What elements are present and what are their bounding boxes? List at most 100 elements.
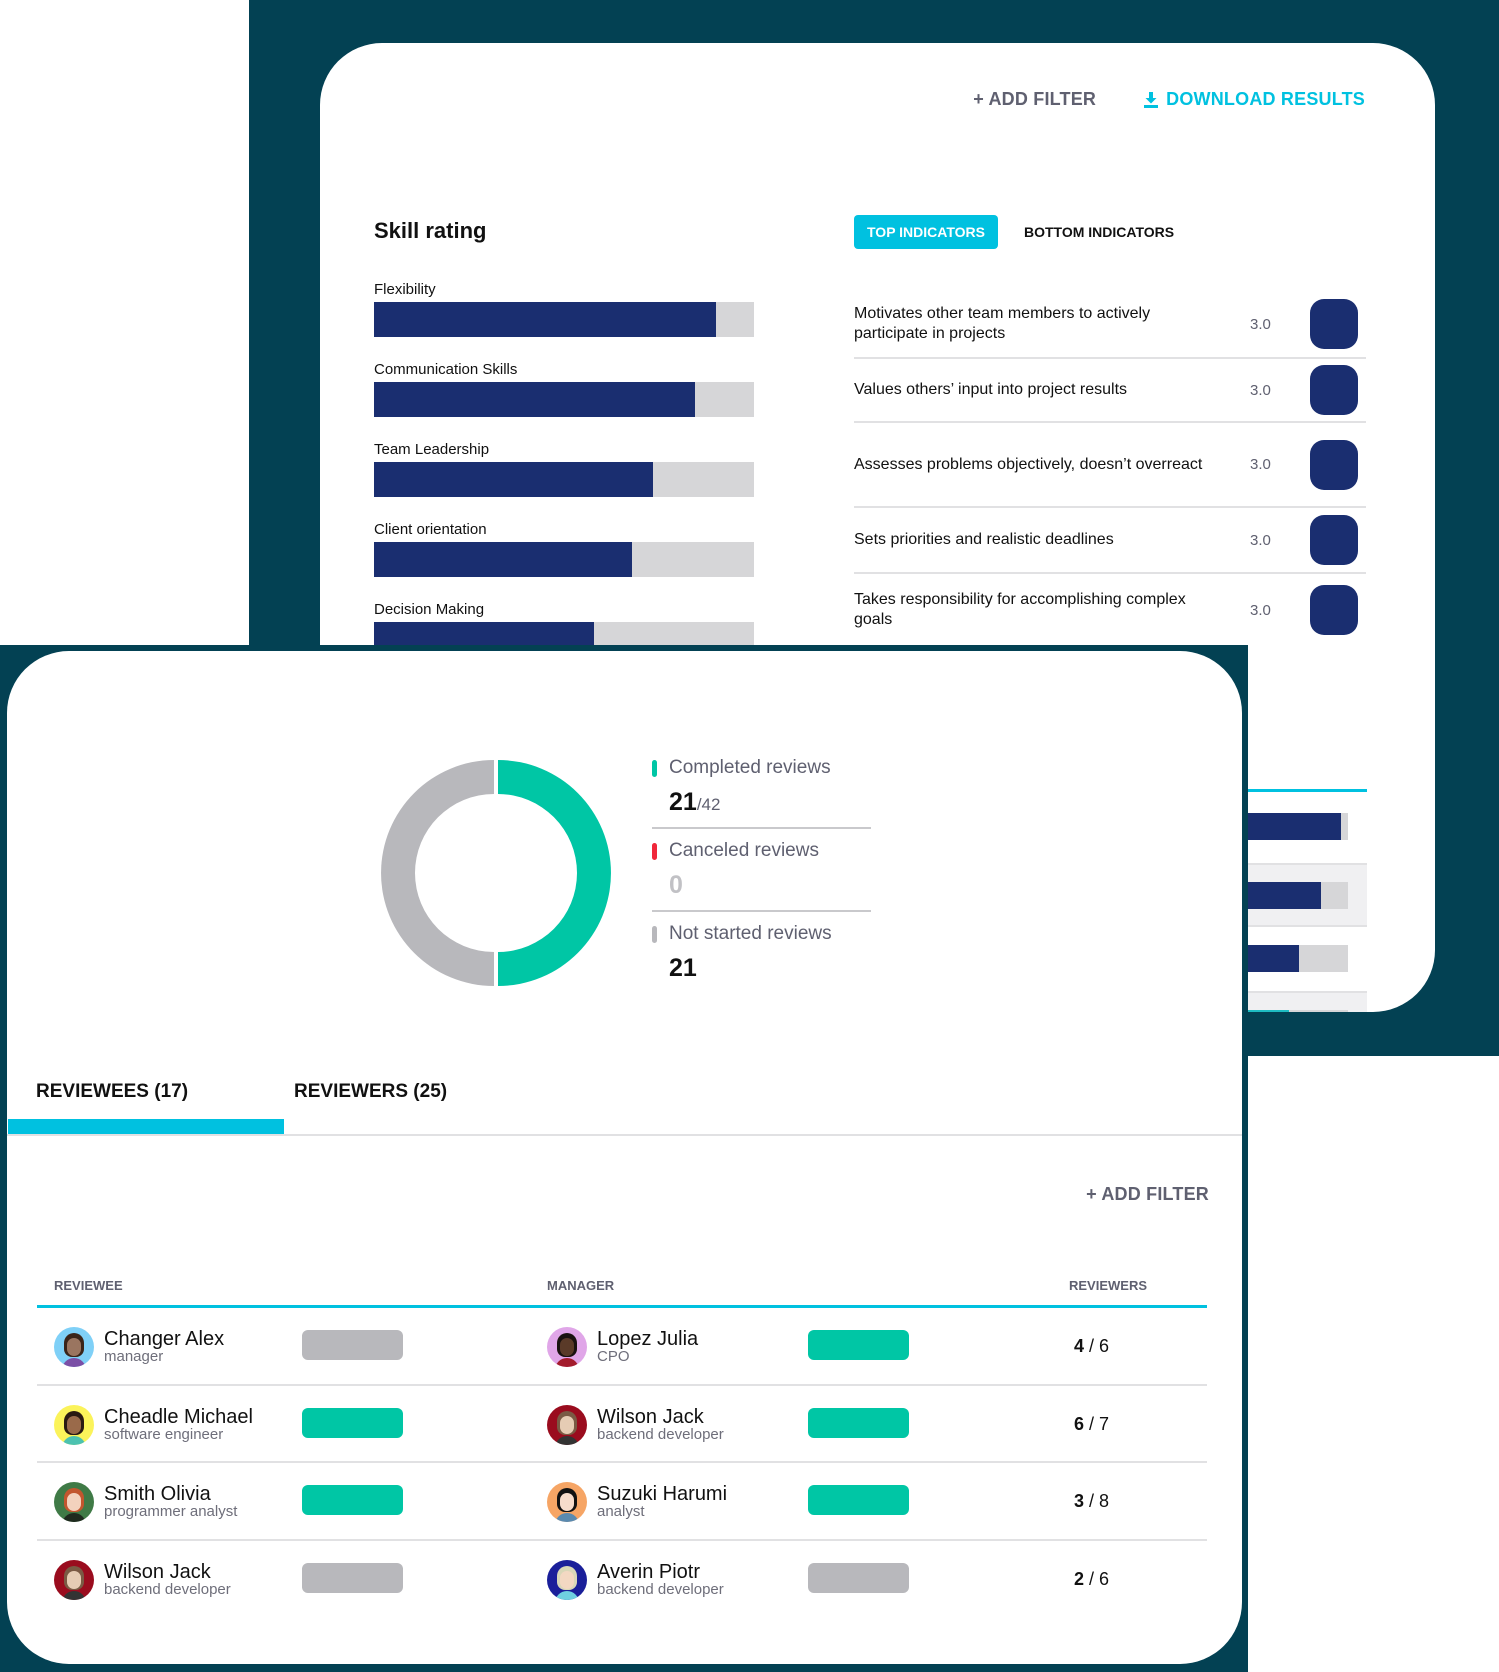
skill-rating-chart: Flexibility Communication Skills Team Le… <box>374 281 754 681</box>
indicator-row: Values others’ input into project result… <box>854 359 1366 423</box>
indicator-text: Sets priorities and realistic deadlines <box>854 531 1114 548</box>
add-filter-button[interactable]: + ADD FILTER <box>1086 1184 1209 1204</box>
indicator-text: Motivates other team members to actively… <box>854 305 1151 342</box>
table-row[interactable]: Changer Alex manager Lopez Julia CPO 4 / 6 <box>37 1308 1207 1386</box>
indicator-score: 3.0 <box>1250 315 1271 333</box>
skill-item: Flexibility <box>374 281 754 337</box>
avatar <box>54 1482 94 1522</box>
indicator-score-badge <box>1310 515 1358 565</box>
tab-reviewees[interactable]: REVIEWEES (17) <box>8 1081 284 1134</box>
avatar <box>54 1327 94 1367</box>
skill-item: Team Leadership <box>374 441 754 497</box>
reviewee-role: software engineer <box>104 1425 224 1443</box>
legend-canceled: Canceled reviews 0 <box>652 839 871 912</box>
reviewee-cell[interactable]: Cheadle Michael software engineer <box>54 1404 253 1445</box>
indicator-text: Values others’ input into project result… <box>854 381 1128 398</box>
legend-not-started: Not started reviews 21 <box>652 922 871 993</box>
manager-cell[interactable]: Lopez Julia CPO <box>547 1327 698 1367</box>
manager-role: analyst <box>597 1503 645 1520</box>
review-status-donut-chart <box>381 760 611 986</box>
manager-status-pill[interactable] <box>808 1562 909 1593</box>
indicator-row: Sets priorities and realistic deadlines … <box>854 508 1366 574</box>
skill-bar-track <box>374 302 754 337</box>
legend-marker-canceled <box>652 842 657 860</box>
avatar <box>547 1482 587 1522</box>
mini-bar-track <box>1245 1010 1348 1012</box>
tab-bottom-indicators[interactable]: BOTTOM INDICATORS <box>1023 224 1175 240</box>
skill-bar-track <box>374 382 754 417</box>
indicator-tabs: TOP INDICATORS BOTTOM INDICATORS <box>854 215 1187 249</box>
skill-bar-fill <box>374 462 654 497</box>
legend-label: Canceled reviews <box>669 840 819 861</box>
reviewee-cell[interactable]: Smith Olivia programmer analyst <box>54 1482 237 1522</box>
reviewee-name: Smith Olivia <box>104 1483 211 1505</box>
add-filter-button[interactable]: + ADD FILTER <box>973 89 1097 109</box>
legend-value: 21/42 <box>669 788 871 817</box>
reviewee-name: Changer Alex <box>104 1328 225 1350</box>
avatar <box>54 1404 94 1445</box>
legend-completed: Completed reviews 21/42 <box>652 756 871 829</box>
legend-marker-not-started <box>652 925 657 943</box>
table-row[interactable]: Smith Olivia programmer analyst Suzuki Ha… <box>37 1463 1207 1541</box>
table-row[interactable]: Cheadle Michael software engineer Wilson … <box>37 1386 1207 1463</box>
indicator-row: Assesses problems objectively, doesn’t o… <box>854 423 1366 508</box>
column-header-reviewers[interactable]: REVIEWERS <box>1069 1278 1148 1293</box>
manager-status-pill[interactable] <box>808 1407 909 1438</box>
avatar <box>54 1559 94 1600</box>
reviewers-count: 3 / 8 <box>1074 1491 1110 1511</box>
indicator-score: 3.0 <box>1250 601 1271 619</box>
skill-label: Communication Skills <box>374 361 518 378</box>
tab-reviewers[interactable]: REVIEWERS (25) <box>294 1081 448 1102</box>
indicator-score-badge <box>1310 585 1358 635</box>
reviewee-status-pill[interactable] <box>302 1562 403 1593</box>
manager-status-pill[interactable] <box>808 1330 909 1360</box>
reviewers-total: 6 <box>1099 1568 1110 1589</box>
reviewee-cell[interactable]: Wilson Jack backend developer <box>54 1559 231 1600</box>
reviewee-role: backend developer <box>104 1580 231 1598</box>
table-row[interactable]: Wilson Jack backend developer Averin Piot… <box>37 1541 1207 1619</box>
donut-legend: Completed reviews 21/42 Canceled reviews… <box>652 756 871 1003</box>
mini-bar-row <box>1245 927 1367 991</box>
skill-item: Client orientation <box>374 521 754 577</box>
manager-name: Lopez Julia <box>597 1328 699 1350</box>
reviewee-status-pill[interactable] <box>302 1485 403 1515</box>
reviewee-status-pill[interactable] <box>302 1407 403 1438</box>
review-progress-panel: Completed reviews 21/42 Canceled reviews… <box>7 651 1242 1664</box>
reviewers-done: 6 <box>1074 1413 1085 1434</box>
reviewee-name: Cheadle Michael <box>104 1405 253 1428</box>
table-header: REVIEWEE MANAGER REVIEWERS <box>37 1268 1207 1308</box>
partial-bar-list <box>1245 789 1367 1012</box>
manager-status-pill[interactable] <box>808 1485 909 1515</box>
mini-bar-fill <box>1245 1010 1289 1012</box>
results-actions: + ADD FILTER DOWNLOAD RESULTS <box>973 89 1365 110</box>
indicator-row: Takes responsibility for accomplishing c… <box>854 574 1366 646</box>
indicator-score: 3.0 <box>1250 531 1271 549</box>
tab-top-indicators[interactable]: TOP INDICATORS <box>854 215 998 249</box>
skill-bar-fill <box>374 382 696 417</box>
reviewers-done: 2 <box>1074 1568 1085 1589</box>
indicator-row: Motivates other team members to actively… <box>854 291 1366 359</box>
skill-bar-track <box>374 542 754 577</box>
indicator-list: Motivates other team members to actively… <box>854 291 1366 646</box>
skill-label: Client orientation <box>374 521 487 538</box>
legend-marker-completed <box>652 759 657 777</box>
reviewers-total: 8 <box>1099 1491 1110 1511</box>
reviewers-count: 2 / 6 <box>1074 1568 1110 1589</box>
manager-cell[interactable]: Wilson Jack backend developer <box>547 1404 724 1445</box>
reviewee-role: programmer analyst <box>104 1503 238 1520</box>
donut-segment-completed <box>498 760 611 986</box>
column-header-reviewee[interactable]: REVIEWEE <box>54 1278 123 1293</box>
manager-role: CPO <box>597 1348 630 1365</box>
reviewee-status-pill[interactable] <box>302 1330 403 1360</box>
avatar <box>547 1404 587 1445</box>
divider <box>1245 789 1367 792</box>
skill-rating-title: Skill rating <box>374 218 487 243</box>
manager-cell[interactable]: Averin Piotr backend developer <box>547 1559 724 1600</box>
manager-cell[interactable]: Suzuki Harumi analyst <box>547 1482 727 1522</box>
reviewers-done: 4 <box>1074 1336 1085 1356</box>
manager-role: backend developer <box>597 1425 724 1443</box>
indicator-score-badge <box>1310 299 1358 349</box>
reviewee-cell[interactable]: Changer Alex manager <box>54 1327 224 1367</box>
column-header-manager[interactable]: MANAGER <box>547 1278 615 1293</box>
download-results-button[interactable]: DOWNLOAD RESULTS <box>1144 89 1365 110</box>
